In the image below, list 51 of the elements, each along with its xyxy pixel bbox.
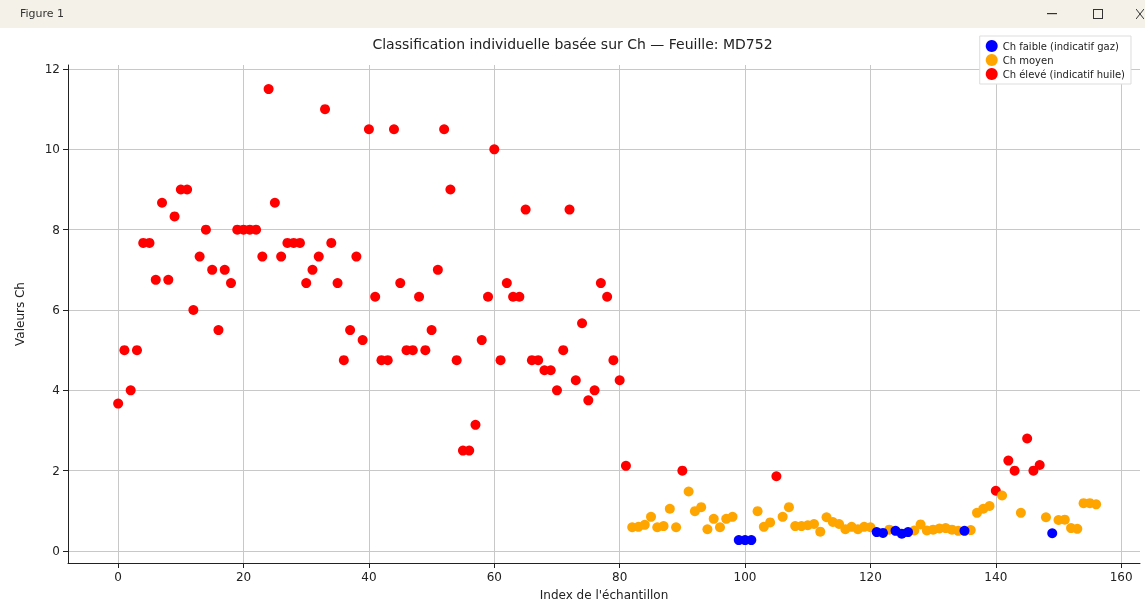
x-tick-label: 0 [114, 570, 122, 584]
x-tick-label: 140 [984, 570, 1008, 584]
y-axis-title: Valeurs Ch [13, 282, 27, 346]
y-tick-label: 12 [44, 62, 60, 77]
point [702, 524, 713, 535]
point [752, 506, 763, 517]
point [815, 526, 826, 537]
point [664, 503, 675, 514]
point [1015, 507, 1026, 518]
point [984, 500, 995, 511]
caption: Figure 1 [20, 7, 65, 20]
point [1091, 499, 1102, 510]
y-tick-label: 10 [44, 142, 60, 157]
y-tick-label: 0 [52, 543, 60, 558]
point [1047, 528, 1058, 539]
y-tick-label: 8 [52, 222, 60, 237]
point [708, 513, 719, 524]
legend-label: Ch moyen [1002, 54, 1054, 66]
point [1072, 523, 1083, 534]
x-tick-label: 80 [612, 570, 628, 584]
legend-label: Ch faible (indicatif gaz) [1002, 40, 1119, 52]
point [671, 522, 682, 533]
x-tick-label: 120 [858, 570, 882, 584]
point [809, 519, 820, 530]
point [639, 519, 650, 530]
point [646, 511, 657, 522]
x-tick-label: 40 [361, 570, 377, 584]
x-axis-title: Index de l'échantillon [539, 588, 669, 602]
point [959, 525, 970, 536]
point [834, 519, 845, 530]
point [1040, 512, 1051, 523]
point [997, 490, 1008, 501]
x-tick-label: 100 [733, 570, 757, 584]
y-tick-label: 4 [52, 383, 60, 398]
point [727, 511, 738, 522]
chart-title: Classification individuelle basée sur Ch — Feuille: MD752 [372, 36, 773, 52]
point [765, 517, 776, 528]
point [777, 511, 788, 522]
point [696, 502, 707, 513]
x-tick-label: 60 [486, 570, 502, 584]
legend-label: Ch élevé (indicatif huile) [1002, 68, 1126, 80]
x-tick-label: 160 [1109, 570, 1133, 584]
point [903, 527, 914, 538]
y-tick-label: 6 [52, 302, 60, 317]
point [658, 521, 669, 532]
point [915, 519, 926, 530]
x-tick-label: 20 [235, 570, 252, 584]
point [783, 502, 794, 513]
point [714, 522, 725, 533]
point [683, 486, 694, 497]
y-tick-label: 2 [52, 463, 60, 478]
